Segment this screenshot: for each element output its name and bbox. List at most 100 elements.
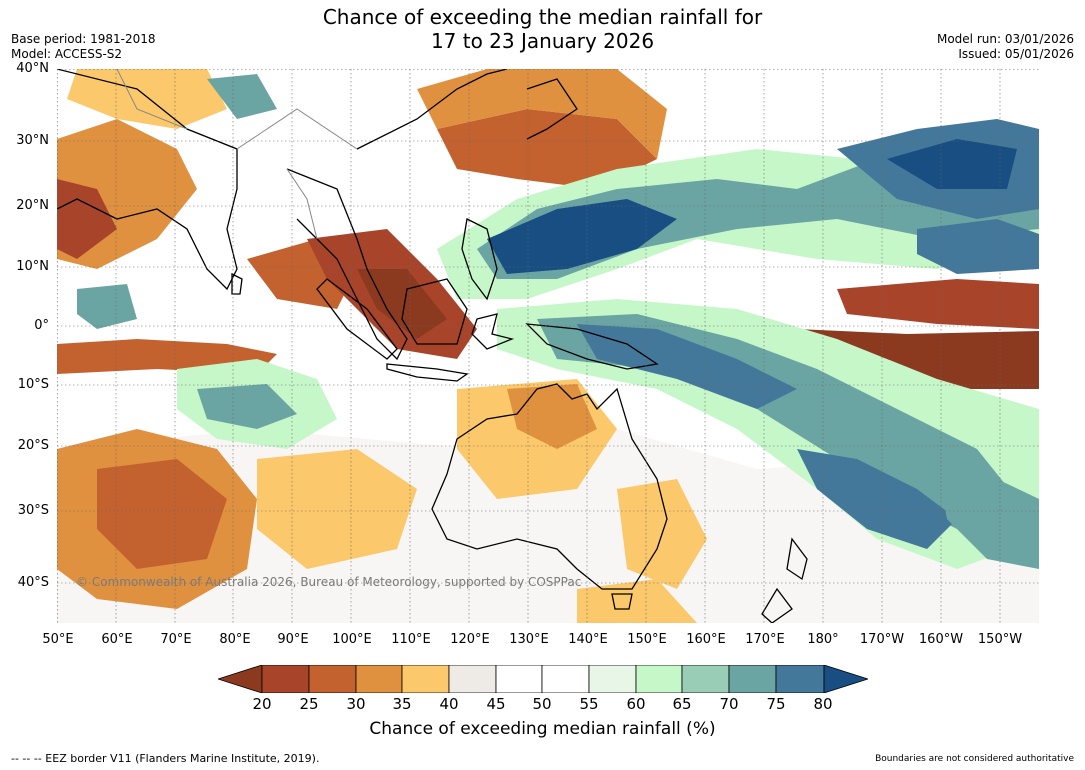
lon-label-160e: 160°E [686, 632, 726, 647]
title-line-2: 17 to 23 January 2026 [430, 29, 655, 53]
dry-zone-china-outer [417, 69, 667, 159]
issued-date: Issued: 05/01/2026 [958, 47, 1074, 61]
dry-zone-north-pacific [837, 279, 1039, 329]
colorbar-tick-65: 65 [672, 695, 692, 713]
colorbar-tick-60: 60 [626, 695, 646, 713]
colorbar-tick-35: 35 [392, 695, 412, 713]
china-coastline [356, 69, 508, 150]
lon-label-130e: 130°E [509, 632, 549, 647]
colorbar-bin-35-40 [401, 665, 450, 693]
lat-label-30n: 30°N [16, 133, 49, 148]
meta-right: Model run: 03/01/2026 Issued: 05/01/2026 [937, 32, 1074, 62]
wet-zone-north-pacific-core [887, 139, 1017, 189]
colorbar-bin-20-25 [261, 665, 310, 693]
colorbar-bin-50-55 [541, 665, 590, 693]
gridlines [57, 69, 1039, 623]
colorbar-bin-75-80 [775, 665, 825, 693]
map-svg [57, 69, 1039, 623]
colorbar-tick-40: 40 [439, 695, 459, 713]
lon-label-160w: 160°W [918, 632, 964, 647]
meta-left: Base period: 1981-2018 Model: ACCESS-S2 [11, 32, 156, 62]
colorbar-bin-70-75 [728, 665, 777, 693]
sri-lanka-coastline [231, 272, 243, 295]
border-line [116, 69, 358, 240]
lon-label-110e: 110°E [391, 632, 431, 647]
model-name: Model: ACCESS-S2 [11, 47, 123, 61]
colorbar-tick-45: 45 [486, 695, 506, 713]
lon-label-140e: 140°E [568, 632, 608, 647]
wet-zone-south-pacific [937, 469, 1039, 569]
philippines-coastline [461, 218, 498, 301]
dry-zone-southeast-australia [577, 579, 697, 623]
lon-label-150e: 150°E [627, 632, 667, 647]
colorbar-bin-45-50 [495, 665, 543, 693]
lon-label-80e: 80°E [219, 632, 251, 647]
country-borders [116, 69, 358, 240]
dry-zone-south-indian-core [97, 459, 227, 569]
colorbar-bin-55-60 [588, 665, 637, 693]
dry-zone-maritime-core [357, 269, 447, 339]
borneo-coastline [401, 278, 468, 345]
wet-zone-melanesia-core [577, 324, 797, 409]
colorbar-tick-70: 70 [719, 695, 739, 713]
sumatra-coastline [316, 278, 398, 360]
wet-zone-west-indian [77, 284, 137, 329]
southeast-asia-coastline [286, 168, 408, 361]
model-run: Model run: 03/01/2026 [936, 32, 1074, 46]
coastlines [57, 69, 808, 623]
colorbar-bin-65-70 [681, 665, 730, 693]
colorbar-tick-30: 30 [346, 695, 366, 713]
dry-zone-nw-australia [507, 384, 597, 449]
colorbar-tick-50: 50 [532, 695, 552, 713]
lon-label-90e: 90°E [277, 632, 309, 647]
lon-label-70e: 70°E [160, 632, 192, 647]
colorbar-tick-25: 25 [299, 695, 319, 713]
wet-zone-philippine-sea-core [487, 199, 677, 274]
java-coastline [386, 363, 469, 382]
dry-zone-southern [257, 449, 417, 569]
eez-border-note: -- -- -- EEZ border V11 (Flanders Marine… [11, 752, 320, 765]
wet-zone-tibet [207, 74, 277, 119]
colorbar-low-extend [218, 665, 263, 693]
lon-label-150w: 150°W [977, 632, 1023, 647]
lat-label-40n: 40°N [16, 61, 49, 76]
title-line-1: Chance of exceeding the median rainfall … [322, 5, 763, 29]
australia-coastline [431, 383, 668, 590]
colorbar-bin-60-65 [635, 665, 683, 693]
wet-zone-east-pacific-band [917, 219, 1039, 274]
lon-label-50e: 50°E [42, 632, 74, 647]
colorbar-tick-20: 20 [252, 695, 272, 713]
colorbar-high-extend [823, 665, 868, 693]
japan-coastline [526, 78, 578, 140]
colorbar-tick-75: 75 [766, 695, 786, 713]
copyright-notice: © Commonwealth of Australia 2026, Bureau… [76, 575, 582, 589]
new-zealand-coastline [761, 537, 808, 623]
lat-label-30s: 30°S [17, 503, 49, 518]
dry-zone-north-india [67, 69, 227, 129]
wet-zone-coral-sea [797, 449, 957, 549]
rainfall-map [57, 69, 1039, 623]
map-title: Chance of exceeding the median rainfall … [0, 5, 1085, 53]
colorbar-tick-55: 55 [579, 695, 599, 713]
lon-label-180: 180° [807, 632, 839, 647]
sulawesi-coastline [471, 313, 515, 350]
tasmania-coastline [611, 593, 633, 610]
wet-zone-central-indian-core [197, 384, 297, 429]
lon-label-100e: 100°E [332, 632, 372, 647]
lon-label-170w: 170°W [859, 632, 905, 647]
colorbar-bin-30-35 [355, 665, 403, 693]
lat-label-20s: 20°S [17, 438, 49, 453]
lat-label-10n: 10°N [16, 259, 49, 274]
new-guinea-coastline [525, 323, 659, 370]
lon-label-120e: 120°E [450, 632, 490, 647]
lon-label-170e: 170°E [745, 632, 785, 647]
lat-label-40s: 40°S [17, 575, 49, 590]
lat-label-20n: 20°N [16, 198, 49, 213]
colorbar [218, 665, 868, 693]
dry-zone-arabian-core [57, 179, 117, 259]
colorbar-bin-25-30 [308, 665, 357, 693]
boundary-disclaimer: Boundaries are not considered authoritat… [875, 754, 1074, 764]
lon-label-60e: 60°E [101, 632, 133, 647]
dry-zone-china [437, 109, 657, 189]
colorbar-title: Chance of exceeding median rainfall (%) [369, 719, 716, 739]
